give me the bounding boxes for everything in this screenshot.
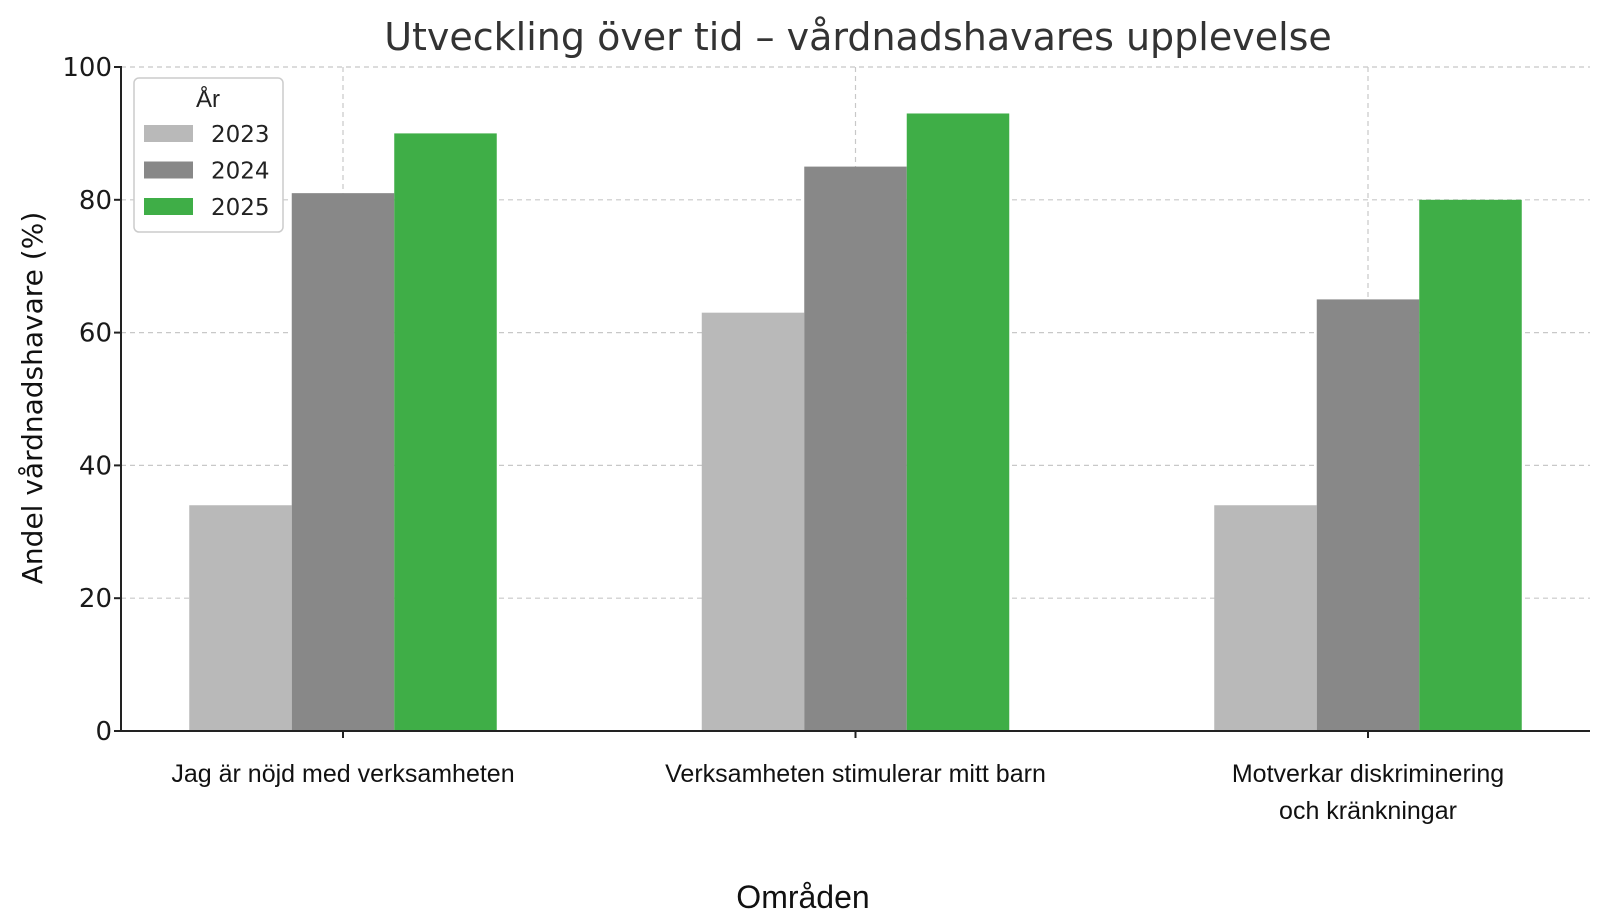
x-tick-label-line: Verksamheten stimulerar mitt barn: [665, 760, 1046, 788]
x-tick-label-line: Motverkar diskriminering: [1232, 760, 1504, 788]
y-tick-label: 80: [79, 186, 112, 216]
axes: [120, 66, 1590, 738]
y-tick-label: 100: [62, 53, 112, 83]
legend-title: År: [196, 85, 220, 113]
legend-label-2024: 2024: [211, 159, 270, 185]
bar-2024-0: [291, 193, 395, 731]
legend-swatch-2025: [144, 198, 193, 215]
bar-2023-2: [1214, 505, 1317, 731]
bar-2023-0: [189, 505, 292, 731]
bar-2025-2: [1419, 199, 1522, 732]
bar-2025-1: [906, 113, 1010, 732]
legend-label-2025: 2025: [211, 195, 270, 221]
bar-2025-0: [394, 133, 497, 731]
y-tick-label: 20: [79, 584, 112, 614]
chart-title: Utveckling över tid – vårdnadshavares up…: [384, 15, 1332, 59]
legend-swatch-2023: [144, 125, 193, 142]
x-tick-label: Motverkar diskriminering och kränkningar: [1232, 760, 1504, 825]
y-tick-label: 40: [79, 451, 112, 481]
y-axis-label: Andel vårdnadshavare (%): [16, 212, 49, 584]
y-tick-label: 60: [79, 319, 112, 349]
x-tick-label: Jag är nöjd med verksamheten: [171, 760, 514, 788]
legend-frame: [133, 77, 284, 233]
bar-2024-1: [804, 166, 907, 732]
x-category-labels: Jag är nöjd med verksamheten Verksamheten…: [171, 760, 1504, 825]
y-tick-label: 0: [95, 717, 112, 747]
x-tick-label-line: Jag är nöjd med verksamheten: [171, 760, 514, 788]
legend-label-2023: 2023: [211, 122, 270, 148]
x-tick-label: Verksamheten stimulerar mitt barn: [665, 760, 1046, 788]
bar-2024-2: [1316, 299, 1420, 731]
bar-2023-1: [701, 312, 805, 731]
y-ticks: 0 20 40 60 80 100: [62, 53, 121, 747]
x-tick-label-line: och kränkningar: [1279, 797, 1457, 825]
legend-swatch-2024: [144, 161, 193, 179]
legend: År 2023 2024 2025: [133, 77, 284, 233]
bars: [189, 113, 1522, 732]
x-axis-label: Områden: [736, 879, 869, 915]
